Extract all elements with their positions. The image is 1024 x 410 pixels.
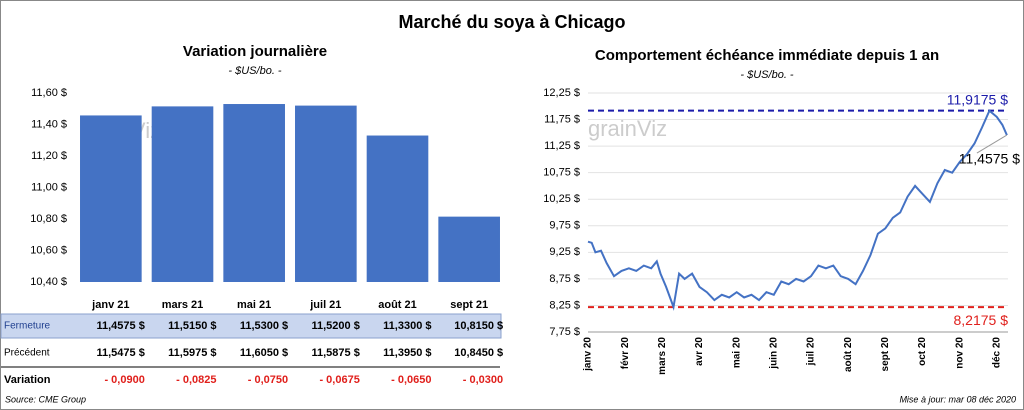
y-tick-label: 11,00 $	[31, 181, 67, 193]
x-tick-label: mars 21	[162, 299, 204, 311]
table-cell: 11,5475 $	[96, 347, 144, 359]
table-cell: 10,8450 $	[454, 347, 503, 359]
y-tick-label: 10,40 $	[30, 276, 67, 288]
bar	[295, 105, 357, 282]
table-cell: 10,8150 $	[454, 320, 503, 332]
end-label: 11,4575 $	[959, 151, 1020, 167]
update-note: Mise à jour: mar 08 déc 2020	[899, 394, 1016, 404]
y-tick-label: 11,40 $	[31, 118, 67, 130]
table-row-label: Précédent	[4, 348, 50, 359]
y-tick-label: 8,25 $	[549, 299, 580, 311]
bar	[438, 216, 500, 282]
y-tick-label: 9,75 $	[549, 220, 580, 232]
x-tick-label: oct 20	[917, 337, 928, 366]
y-tick-label: 7,75 $	[549, 326, 580, 338]
x-tick-label: févr 20	[620, 337, 631, 370]
x-tick-label: juil 20	[806, 337, 817, 367]
bar	[151, 106, 214, 282]
chart-subtitle: - $US/bo. -	[740, 69, 794, 81]
x-tick-label: janv 21	[91, 299, 129, 311]
source: Source: CME Group	[5, 394, 86, 404]
x-tick-label: sept 21	[450, 299, 488, 311]
y-tick-label: 10,25 $	[543, 193, 580, 205]
y-tick-label: 11,60 $	[31, 87, 67, 99]
table-cell: 11,3950 $	[383, 347, 431, 359]
table-cell: - 0,0300	[463, 374, 503, 386]
table-cell: 11,3300 $	[383, 320, 431, 332]
chart-subtitle: - $US/bo. -	[228, 65, 282, 77]
x-tick-label: mai 20	[731, 337, 742, 369]
page-title: Marché du soya à Chicago	[398, 12, 625, 32]
table-cell: 11,5975 $	[168, 347, 216, 359]
label-leader	[976, 134, 1008, 154]
table-cell: - 0,0750	[248, 374, 288, 386]
x-tick-label: sept 20	[880, 337, 891, 372]
table-cell: 11,6050 $	[240, 347, 288, 359]
y-tick-label: 9,25 $	[549, 246, 580, 258]
y-tick-label: 10,60 $	[30, 244, 67, 256]
y-tick-label: 11,75 $	[544, 113, 580, 125]
x-tick-label: juil 21	[309, 299, 341, 311]
x-tick-label: nov 20	[954, 337, 965, 369]
table-highlight	[0, 313, 502, 339]
table-cell: 11,5150 $	[168, 320, 216, 332]
x-tick-label: juin 20	[768, 337, 779, 370]
bar	[366, 135, 429, 282]
x-tick-label: mars 20	[657, 337, 668, 375]
y-tick-label: 8,75 $	[549, 273, 580, 285]
x-tick-label: déc 20	[991, 337, 1002, 369]
x-tick-label: janv 20	[583, 337, 594, 372]
bar	[80, 115, 142, 282]
table-cell: 11,5875 $	[311, 347, 359, 359]
table-cell: - 0,0675	[319, 374, 359, 386]
x-tick-label: mai 21	[237, 299, 271, 311]
table-cell: - 0,0650	[391, 374, 431, 386]
price-line	[587, 109, 1008, 311]
chart-title: Variation journalière	[183, 43, 327, 60]
table-cell: - 0,0900	[104, 374, 144, 386]
x-tick-label: août 21	[378, 299, 417, 311]
y-tick-label: 11,25 $	[544, 140, 580, 152]
table-row-label: Fermeture	[4, 321, 51, 332]
table-cell: 11,5300 $	[240, 320, 288, 332]
table-cell: 11,5200 $	[311, 320, 359, 332]
x-tick-label: avr 20	[694, 337, 705, 366]
reference-label: 11,9175 $	[947, 91, 1008, 107]
table-cell: - 0,0825	[176, 374, 216, 386]
y-tick-label: 12,25 $	[543, 87, 580, 99]
table-row-label: Variation	[4, 374, 51, 386]
bar	[223, 104, 285, 283]
table-cell: 11,4575 $	[96, 320, 144, 332]
chart-title: Comportement échéance immédiate depuis 1…	[595, 47, 939, 64]
y-tick-label: 10,75 $	[543, 167, 580, 179]
y-tick-label: 11,20 $	[31, 150, 67, 162]
reference-label: 8,2175 $	[954, 312, 1009, 328]
x-tick-label: août 20	[843, 337, 854, 372]
y-tick-label: 10,80 $	[30, 213, 67, 225]
